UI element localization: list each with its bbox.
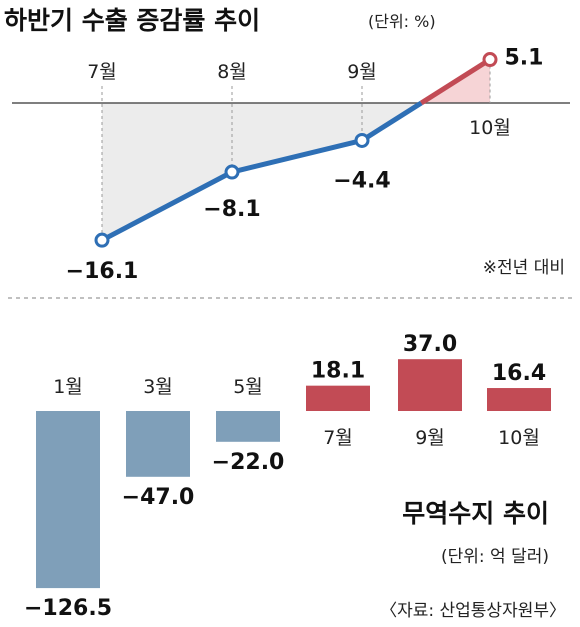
line-chart: 7월 8월 9월 10월 −16.1 −8.1 −4.4 5.1 [12, 46, 570, 284]
x-tick-label: 3월 [143, 376, 173, 398]
line-chart-unit: (단위: %) [368, 12, 436, 31]
data-label: 37.0 [403, 332, 457, 357]
x-tick-label: 10월 [498, 427, 540, 449]
data-label: −47.0 [122, 485, 195, 510]
bar [126, 411, 190, 477]
bar [487, 388, 551, 411]
data-label: 16.4 [492, 361, 546, 386]
data-label: −22.0 [212, 450, 285, 475]
data-label: 18.1 [311, 359, 365, 384]
negative-area [102, 103, 422, 241]
data-label: −4.4 [333, 168, 390, 193]
series-line-positive [419, 57, 492, 106]
data-point [224, 164, 240, 180]
series-line-negative [100, 100, 423, 243]
x-tick-label: 1월 [53, 376, 83, 398]
x-tick-label: 10월 [469, 117, 511, 139]
x-tick-label: 5월 [233, 376, 263, 398]
line-chart-title: 하반기 수출 증감률 추이 [4, 6, 260, 35]
data-point [94, 232, 110, 248]
data-label: −16.1 [66, 259, 139, 284]
data-label: −8.1 [203, 197, 260, 222]
bar-chart-title: 무역수지 추이 [402, 499, 549, 528]
data-point [482, 52, 498, 68]
line-chart-note: ※전년 대비 [483, 258, 565, 278]
data-point [354, 132, 370, 148]
data-label: 5.1 [505, 46, 544, 71]
bar [216, 411, 280, 442]
bar [398, 359, 462, 411]
x-tick-label: 7월 [323, 427, 353, 449]
x-tick-label: 8월 [217, 61, 247, 83]
bar-chart: 1월 −126.5 3월 −47.0 5월 −22.0 7월 18.1 9월 37.0 10월 16.… [24, 332, 551, 621]
x-tick-label: 9월 [415, 427, 445, 449]
bar-chart-source: 〈자료: 산업통상자원부〉 [380, 601, 566, 621]
x-tick-label: 9월 [347, 61, 377, 83]
bar [36, 411, 100, 589]
bar [306, 385, 370, 411]
x-tick-label: 7월 [87, 61, 117, 83]
data-label: −126.5 [24, 596, 112, 621]
bar-chart-unit: (단위: 억 달러) [441, 547, 549, 567]
